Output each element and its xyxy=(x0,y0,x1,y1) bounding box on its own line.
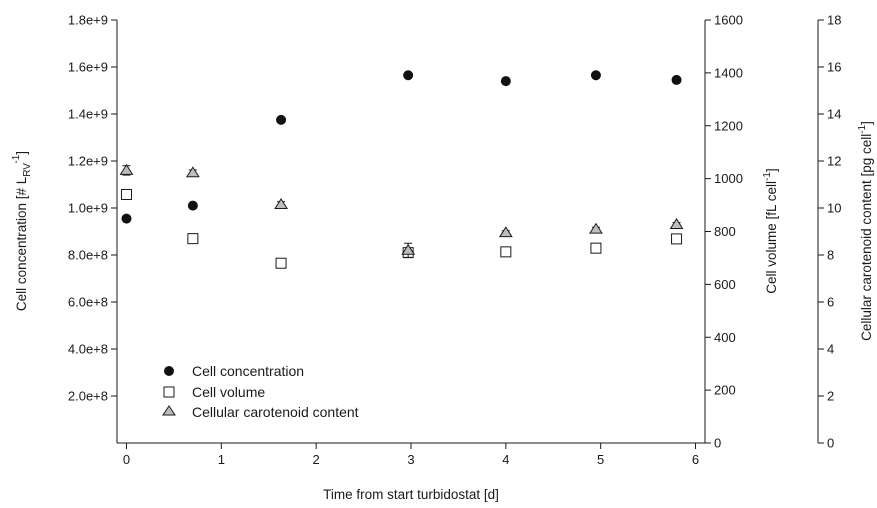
left-axis-ticks: 2.0e+8 4.0e+8 6.0e+8 8.0e+8 1.0e+9 1.2e+9 1.4e… xyxy=(68,13,117,404)
data-point xyxy=(120,188,132,200)
legend-label-cell-volume: Cell volume xyxy=(192,384,265,400)
legend: Cell concentration Cell volume Cellular … xyxy=(162,363,359,420)
right-carotenoid-tick-label: 4 xyxy=(827,342,834,357)
data-point xyxy=(590,242,602,254)
data-point xyxy=(401,243,416,255)
data-point xyxy=(403,70,414,81)
right-carotenoid-tick-label: 8 xyxy=(827,248,834,263)
plot-area xyxy=(119,70,684,269)
right-volume-tick-label: 1600 xyxy=(714,13,743,28)
right-volume-tick-label: 1200 xyxy=(714,118,743,133)
data-point xyxy=(276,114,287,125)
left-tick-label: 6.0e+8 xyxy=(68,295,108,310)
bottom-axis: 0 1 2 3 4 5 6 Time from start turbidostat [d] xyxy=(117,442,705,502)
right-carotenoid-tick-label: 18 xyxy=(827,13,841,28)
right-axis-carotenoid-ticks: 0 2 4 6 8 10 12 14 16 18 xyxy=(818,13,841,451)
x-tick-label: 6 xyxy=(692,452,699,467)
right-volume-tick-label: 200 xyxy=(714,383,736,398)
right-axis-volume-ticks: 0 200 400 600 800 1000 1200 1400 1600 xyxy=(705,13,743,451)
legend-label-cellular-carotenoid: Cellular carotenoid content xyxy=(192,404,359,420)
left-axis-title: Cell concentration [# LRV-1] xyxy=(11,151,33,311)
right-carotenoid-tick-label: 0 xyxy=(827,436,834,451)
right-axis-volume-title-sup: -1 xyxy=(762,172,773,181)
data-point xyxy=(671,233,683,245)
right-carotenoid-tick-label: 6 xyxy=(827,295,834,310)
right-axis-volume: 0 200 400 600 800 1000 1200 1400 1600 xyxy=(704,13,743,451)
data-point xyxy=(589,222,603,234)
right-carotenoid-tick-label: 14 xyxy=(827,107,841,122)
data-point xyxy=(274,198,288,209)
right-carotenoid-tick-label: 16 xyxy=(827,60,841,75)
left-axis: 2.0e+8 4.0e+8 6.0e+8 8.0e+8 1.0e+9 1.2e+9 1.4e… xyxy=(68,13,118,443)
data-point xyxy=(185,166,200,178)
x-tick-label: 2 xyxy=(313,452,320,467)
x-tick-label: 4 xyxy=(502,452,509,467)
left-axis-title-sup: -1 xyxy=(11,154,22,163)
x-tick-label: 0 xyxy=(123,452,130,467)
x-axis-title: Time from start turbidostat [d] xyxy=(323,487,499,502)
right-carotenoid-tick-label: 2 xyxy=(827,389,834,404)
legend-marker-cellular-carotenoid xyxy=(162,405,176,416)
left-axis-title-sub: RV xyxy=(22,163,33,177)
x-tick-label: 5 xyxy=(597,452,604,467)
x-tick-label: 3 xyxy=(407,452,414,467)
data-point xyxy=(121,213,132,224)
right-volume-tick-label: 0 xyxy=(714,436,721,451)
right-volume-tick-label: 1000 xyxy=(714,171,743,186)
data-point xyxy=(500,246,512,258)
data-point xyxy=(119,163,134,175)
right-volume-tick-label: 400 xyxy=(714,330,736,345)
data-point xyxy=(671,74,682,85)
data-point xyxy=(669,218,684,229)
data-point xyxy=(275,257,287,269)
left-tick-label: 1.6e+9 xyxy=(68,60,108,75)
right-volume-tick-label: 1400 xyxy=(714,65,743,80)
left-tick-label: 2.0e+8 xyxy=(68,389,108,404)
left-tick-label: 1.2e+9 xyxy=(68,154,108,169)
x-tick-label: 1 xyxy=(218,452,225,467)
data-point xyxy=(187,200,198,211)
right-axis-carotenoid-title-sup: -1 xyxy=(857,124,868,133)
right-volume-tick-label: 600 xyxy=(714,277,736,292)
legend-label-cell-concentration: Cell concentration xyxy=(192,363,304,379)
bottom-axis-ticks: 0 1 2 3 4 5 6 xyxy=(123,443,699,467)
left-tick-label: 4.0e+8 xyxy=(68,342,108,357)
data-point xyxy=(187,233,199,245)
right-axis-carotenoid: 0 2 4 6 8 10 12 14 16 18 xyxy=(817,13,841,451)
data-point xyxy=(500,76,511,87)
right-carotenoid-tick-label: 12 xyxy=(827,154,841,169)
right-axis-volume-title: Cell volume [fL cell-1] xyxy=(762,168,779,293)
left-tick-label: 8.0e+8 xyxy=(68,248,108,263)
right-axis-carotenoid-title: Cellular carotenoid content [pg cell-1] xyxy=(857,121,874,341)
series-cellular-carotenoid-content xyxy=(119,163,684,258)
right-volume-tick-label: 800 xyxy=(714,224,736,239)
data-point xyxy=(498,226,513,238)
legend-marker-cell-volume xyxy=(163,386,175,398)
left-tick-label: 1.8e+9 xyxy=(68,13,108,28)
series-cell-concentration xyxy=(121,70,682,224)
left-tick-label: 1.4e+9 xyxy=(68,107,108,122)
data-point xyxy=(590,70,601,81)
right-carotenoid-tick-label: 10 xyxy=(827,201,841,216)
legend-marker-cell-concentration xyxy=(164,366,174,376)
left-tick-label: 1.0e+9 xyxy=(68,201,108,216)
